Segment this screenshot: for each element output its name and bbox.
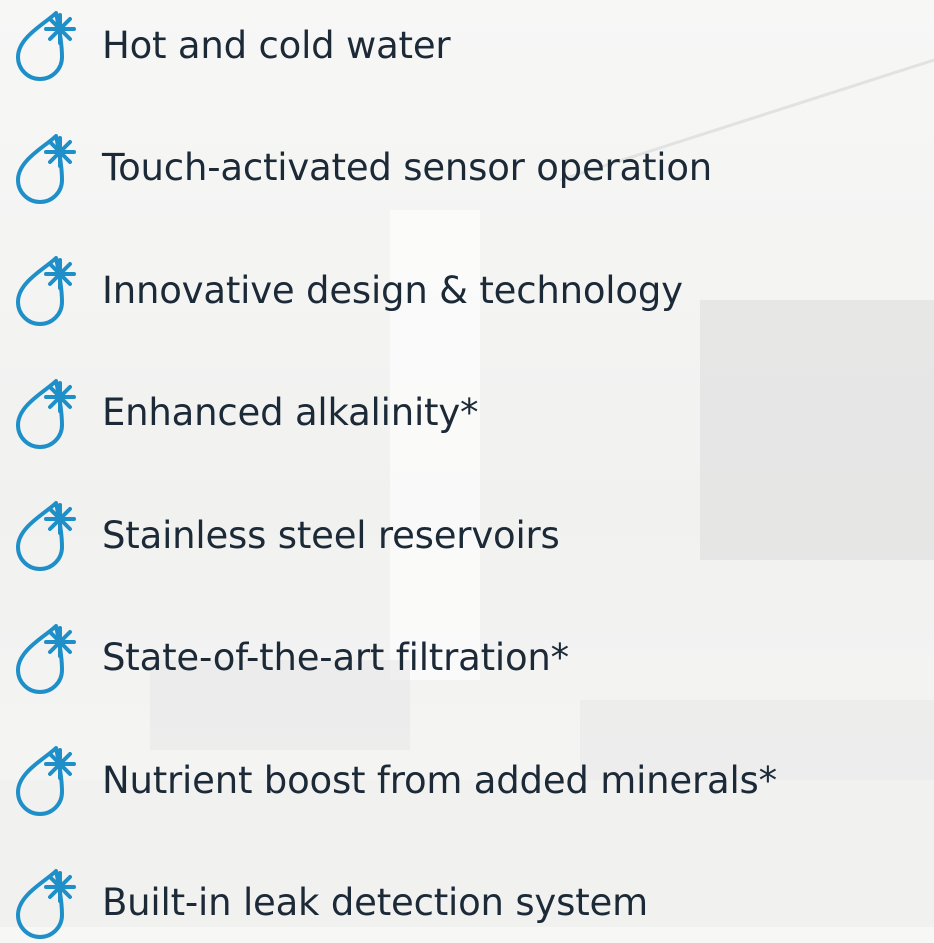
- drop-icon: [4, 373, 84, 453]
- feature-item: Stainless steel reservoirs: [0, 495, 934, 575]
- feature-item: State-of-the-art filtration*: [0, 618, 934, 698]
- feature-text: Hot and cold water: [102, 24, 450, 67]
- drop-icon: [4, 5, 84, 85]
- drop-icon: [4, 128, 84, 208]
- feature-text: Nutrient boost from added minerals*: [102, 759, 777, 802]
- feature-item: Touch-activated sensor operation: [0, 128, 934, 208]
- feature-item: Nutrient boost from added minerals*: [0, 740, 934, 820]
- sparkle: [46, 505, 74, 533]
- drop-icon: [4, 495, 84, 575]
- feature-item: Enhanced alkalinity*: [0, 373, 934, 453]
- drop-icon: [4, 863, 84, 943]
- feature-text: Touch-activated sensor operation: [102, 146, 712, 189]
- feature-item: Innovative design & technology: [0, 250, 934, 330]
- sparkle: [46, 15, 74, 43]
- feature-text: Stainless steel reservoirs: [102, 514, 560, 557]
- sparkle: [46, 628, 74, 656]
- feature-text: Built-in leak detection system: [102, 881, 648, 924]
- sparkle: [46, 873, 74, 901]
- sparkle: [46, 750, 74, 778]
- drop-icon: [4, 618, 84, 698]
- sparkle: [46, 138, 74, 166]
- feature-text: State-of-the-art filtration*: [102, 636, 569, 679]
- drop-icon: [4, 740, 84, 820]
- feature-text: Enhanced alkalinity*: [102, 391, 478, 434]
- sparkle: [46, 383, 74, 411]
- feature-item: Hot and cold water: [0, 5, 934, 85]
- feature-item: Built-in leak detection system: [0, 863, 934, 943]
- feature-text: Innovative design & technology: [102, 269, 683, 312]
- sparkle: [46, 260, 74, 288]
- drop-icon: [4, 250, 84, 330]
- page: Hot and cold water Touch-activated senso…: [0, 0, 934, 927]
